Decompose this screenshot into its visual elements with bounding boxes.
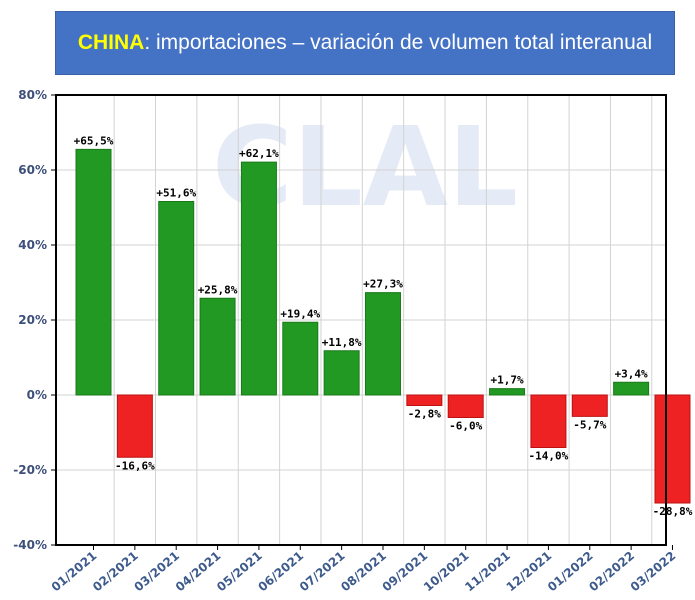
data-label-2: +51,6% [156,187,196,200]
bar-02-2021 [116,394,153,458]
y-axis: 80% 60% 40% 20% 0% -20% -40% [13,88,56,552]
y-tick-label-2: 40% [18,238,47,252]
data-label-12: -5,7% [573,418,606,431]
x-tick-label-8: 09/2021 [380,549,431,595]
bar-11-2021 [489,388,526,396]
bars [75,148,691,504]
x-tick-label-2: 03/2021 [131,549,182,595]
data-label-5: +19,4% [280,307,320,320]
bar-03-2022 [654,394,691,504]
x-tick-label-7: 08/2021 [338,549,389,595]
title-country: CHINA [77,31,145,54]
x-tick-label-13: 02/2022 [586,549,637,595]
bar-09-2021 [406,394,443,406]
data-label-1: -16,6% [115,459,155,472]
data-label-3: +25,8% [198,283,238,296]
bar-01-2022 [571,394,608,417]
x-tick-label-0: 01/2021 [49,549,100,595]
data-label-4: +62,1% [239,147,279,160]
y-tick-label-0: 80% [18,88,47,102]
x-tick-label-5: 06/2021 [255,549,306,595]
data-label-11: -14,0% [529,450,569,463]
data-labels: +65,5% -16,6% +51,6% +25,8% +62,1% +19,4% +11,… [74,134,693,518]
bar-03-2021 [158,201,195,396]
x-tick-label-3: 04/2021 [173,549,224,595]
bar-07-2021 [323,350,360,396]
bar-06-2021 [282,321,319,396]
y-tick-label-6: -40% [13,538,47,552]
data-label-0: +65,5% [74,134,114,147]
y-tick-label-5: -20% [13,463,47,477]
data-label-9: -6,0% [449,420,482,433]
bar-04-2021 [199,297,236,396]
data-label-7: +27,3% [363,278,403,291]
chart-title-box: CHINA: importaciones – variación de volu… [55,11,675,75]
data-label-14: -28,8% [653,505,693,518]
x-tick-label-14: 03/2022 [628,549,679,595]
x-tick-label-10: 11/2021 [462,549,513,595]
x-tick-label-12: 01/2022 [545,549,596,595]
data-label-6: +11,8% [322,336,362,349]
x-tick-label-6: 07/2021 [297,549,348,595]
data-label-8: -2,8% [408,408,441,421]
x-axis: 01/202102/202103/202104/202105/202106/20… [49,545,679,595]
y-tick-label-1: 60% [18,163,47,177]
x-tick-label-9: 10/2021 [421,549,472,595]
bar-05-2021 [240,161,277,396]
bar-08-2021 [364,292,401,396]
data-label-10: +1,7% [490,374,523,387]
bar-02-2022 [613,381,650,396]
x-tick-label-1: 02/2021 [90,549,141,595]
bar-10-2021 [447,394,484,418]
data-label-13: +3,4% [615,367,648,380]
x-tick-label-11: 12/2021 [504,549,555,595]
y-tick-label-4: 0% [27,388,47,402]
y-tick-label-3: 20% [18,313,47,327]
x-tick-label-4: 05/2021 [214,549,265,595]
bar-12-2021 [530,394,567,448]
title-text: : importaciones – variación de volumen t… [144,31,653,54]
bar-01-2021 [75,148,112,396]
